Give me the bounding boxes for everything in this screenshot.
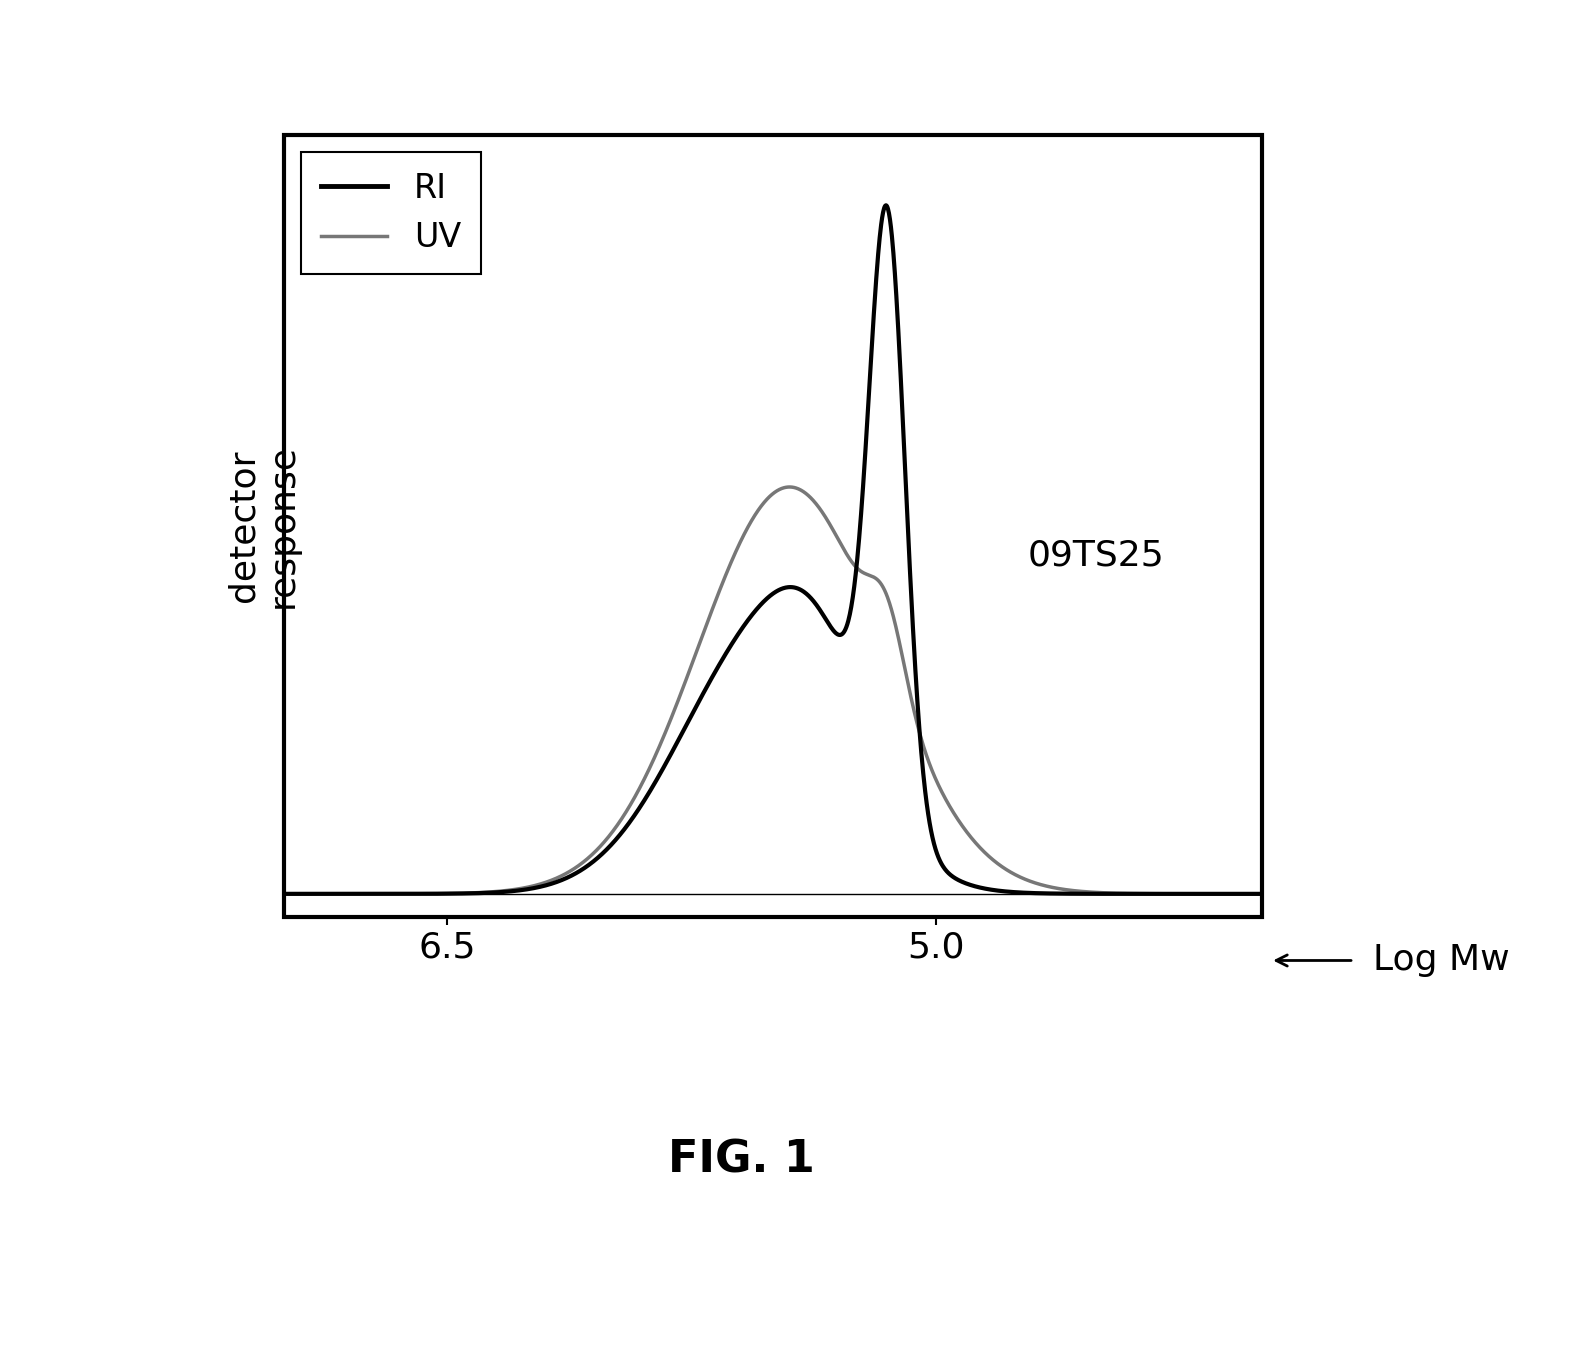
Legend: RI, UV: RI, UV [301,151,481,274]
Text: FIG. 1: FIG. 1 [667,1139,816,1182]
Text: 09TS25: 09TS25 [1027,538,1165,572]
Text: Log Mw: Log Mw [1373,943,1510,978]
Y-axis label: detector
response: detector response [227,444,300,608]
